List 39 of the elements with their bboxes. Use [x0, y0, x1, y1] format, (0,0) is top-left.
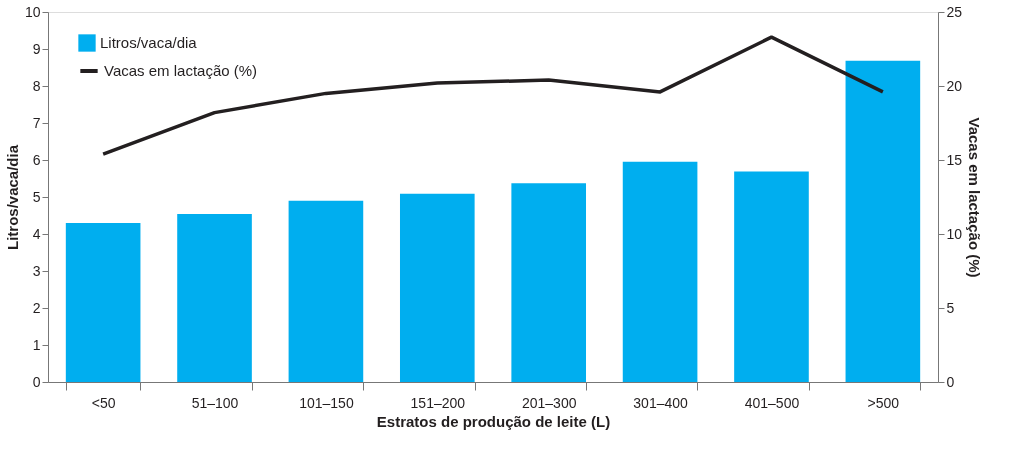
y-tick-label: 0: [32, 373, 41, 390]
bar: [511, 183, 587, 382]
x-tick-label: 401–500: [744, 394, 800, 411]
y-tick-label: 7: [32, 114, 41, 131]
line-series: [101, 35, 885, 156]
x-tick-label: 151–200: [410, 394, 466, 411]
y-tick-label: 8: [32, 77, 41, 94]
y-axis-title: Litros/vaca/dia: [3, 144, 21, 251]
bar: [845, 60, 921, 382]
y-tick-label: 3: [32, 262, 41, 279]
x-tick-label: 301–400: [633, 394, 689, 411]
y-tick-label: 9: [32, 40, 41, 57]
y2-axis-title: Vacas em lactação (%): [966, 117, 984, 278]
x-tick-label: <50: [91, 394, 116, 411]
y2-tick-label: 10: [946, 225, 963, 242]
bar: [65, 222, 141, 382]
x-tick-label: >500: [867, 394, 900, 411]
y-tick-label: 1: [32, 336, 41, 353]
y-tick-label: 5: [32, 188, 41, 205]
bar: [177, 214, 252, 382]
bar: [734, 171, 809, 382]
y2-tick-label: 0: [946, 373, 955, 390]
bar: [288, 200, 364, 382]
bar: [622, 161, 698, 382]
y2-tick-label: 15: [946, 151, 963, 168]
y-tick-label: 6: [32, 151, 41, 168]
x-axis-title: Estratos de produção de leite (L): [376, 412, 611, 430]
y2-tick-label: 25: [946, 3, 963, 20]
y-tick-label: 2: [32, 299, 41, 316]
x-tick-label: 101–150: [299, 394, 354, 411]
y-tick-label: 4: [32, 225, 41, 242]
y-tick-label: 10: [24, 3, 41, 20]
x-tick-label: 51–100: [191, 394, 239, 411]
legend-label: Vacas em lactação (%): [104, 62, 258, 79]
x-tick-label: 201–300: [521, 394, 577, 411]
y2-tick-label: 20: [946, 77, 963, 94]
y2-tick-label: 5: [946, 299, 955, 316]
legend-label: Litros/vaca/dia: [100, 34, 198, 51]
bar: [399, 193, 475, 382]
